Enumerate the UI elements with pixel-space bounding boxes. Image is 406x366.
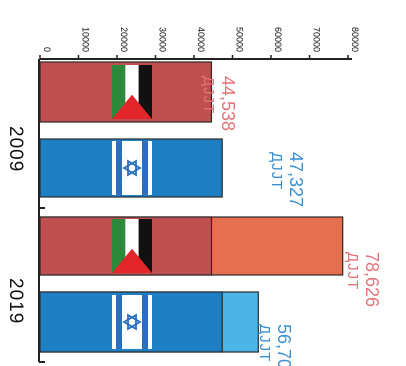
flag-triangle	[112, 248, 152, 273]
star-of-david-icon	[127, 313, 142, 331]
flag-stripe	[142, 295, 148, 349]
palestine-flag	[112, 219, 152, 273]
tick-label: 0	[42, 47, 52, 52]
tick-label: 70000	[312, 27, 322, 52]
bar-unit-label: ДЈЈТ	[344, 252, 361, 290]
bar-unit-label: ДЈЈТ	[256, 324, 273, 362]
flag-stripe	[138, 219, 152, 273]
tick-label: 30000	[158, 27, 168, 52]
bar-value-label: 78,626	[362, 252, 382, 307]
israel-flag	[112, 141, 152, 195]
bar-value-label: 56,700	[274, 324, 294, 366]
palestine-flag	[112, 65, 152, 119]
flag-stripe	[142, 141, 148, 195]
tick-label: 10000	[81, 27, 91, 52]
flag-stripe	[116, 295, 122, 349]
bar-unit-label: ДЈЈТ	[200, 76, 217, 114]
israel-flag	[112, 295, 152, 349]
year-label: 2009	[5, 126, 26, 172]
flag-triangle	[112, 94, 152, 119]
flag-stripe	[138, 65, 152, 119]
bar-unit-label: ДЈЈТ	[268, 152, 285, 190]
year-label: 2019	[5, 278, 26, 324]
tick-label: 50000	[235, 27, 245, 52]
tick-label: 40000	[196, 27, 206, 52]
tick-label: 60000	[273, 27, 283, 52]
flag-stripe	[112, 65, 126, 119]
star-of-david-icon	[122, 313, 137, 331]
flag-stripe	[116, 141, 122, 195]
star-of-david-icon	[127, 159, 142, 177]
star-of-david-icon	[122, 159, 137, 177]
tick-label: 20000	[119, 27, 129, 52]
tick-label: 80000	[350, 27, 360, 52]
bar-value-label: 47,327	[286, 152, 306, 207]
bar-value-label: 44,538	[218, 76, 238, 131]
flag-stripe	[112, 219, 126, 273]
